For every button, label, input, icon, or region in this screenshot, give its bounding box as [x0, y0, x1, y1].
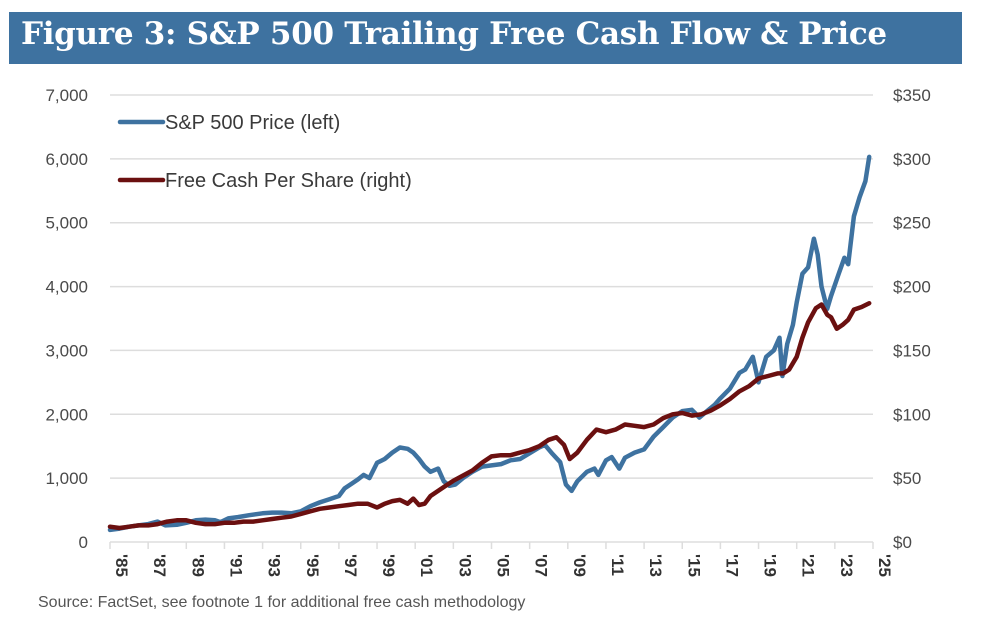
x-tick-label: '15 — [684, 554, 703, 577]
left-tick-label: 3,000 — [45, 341, 88, 360]
chart-title: Figure 3: S&P 500 Trailing Free Cash Flo… — [21, 16, 887, 52]
right-tick-label: $50 — [893, 469, 921, 488]
x-tick-label: '89 — [188, 554, 207, 577]
x-tick-label: '91 — [226, 554, 245, 577]
x-tick-label: '93 — [265, 554, 284, 577]
x-tick-label: '07 — [532, 554, 551, 577]
right-tick-label: $200 — [893, 278, 931, 297]
source-note: Source: FactSet, see footnote 1 for addi… — [38, 594, 526, 611]
right-axis: $0 $50 $100 $150 $200 $250 $300 $350 — [893, 86, 931, 552]
left-tick-label: 4,000 — [45, 278, 88, 297]
x-tick-label: '25 — [875, 554, 894, 577]
free-cash-line — [107, 300, 872, 531]
left-tick-label: 6,000 — [45, 150, 88, 169]
x-tick-label: '05 — [494, 554, 513, 577]
title-bar: Figure 3: S&P 500 Trailing Free Cash Flo… — [9, 12, 962, 64]
x-tick-label: '17 — [722, 554, 741, 577]
left-tick-label: 2,000 — [45, 405, 88, 424]
series-lines — [107, 154, 872, 533]
left-tick-label: 5,000 — [45, 214, 88, 233]
x-tick-label: '11 — [608, 554, 627, 576]
x-tick-label: '95 — [303, 554, 322, 577]
right-tick-label: $150 — [893, 341, 931, 360]
right-tick-label: $100 — [893, 405, 931, 424]
left-axis: 0 1,000 2,000 3,000 4,000 5,000 6,000 7,000 — [45, 86, 88, 552]
right-tick-label: $250 — [893, 214, 931, 233]
x-tick-label: '21 — [799, 554, 818, 577]
right-tick-label: $350 — [893, 86, 931, 105]
legend: S&P 500 Price (left) Free Cash Per Share … — [117, 112, 412, 192]
x-tick-label: '87 — [150, 554, 169, 577]
price-line — [107, 154, 872, 533]
x-tick-label: '19 — [761, 554, 780, 577]
x-tick-label: '01 — [417, 554, 436, 577]
x-axis: '85 '87 '89 '91 '93 '95 '97 '99 '01 '03 '05 '07 '09 '… — [109, 542, 894, 577]
x-tick-label: '99 — [379, 554, 398, 577]
legend-label-free-cash: Free Cash Per Share (right) — [165, 170, 412, 192]
left-tick-label: 7,000 — [45, 86, 88, 105]
x-tick-label: '09 — [570, 554, 589, 577]
left-tick-label: 0 — [79, 533, 88, 552]
legend-label-price: S&P 500 Price (left) — [165, 112, 340, 134]
left-tick-label: 1,000 — [45, 469, 88, 488]
right-tick-label: $300 — [893, 150, 931, 169]
x-tick-label: '03 — [455, 554, 474, 577]
x-tick-label: '97 — [341, 554, 360, 577]
x-tick-label: '23 — [837, 554, 856, 577]
x-tick-label: '85 — [112, 554, 131, 577]
x-tick-label: '13 — [646, 554, 665, 577]
gridlines — [110, 94, 873, 543]
right-tick-label: $0 — [893, 533, 912, 552]
